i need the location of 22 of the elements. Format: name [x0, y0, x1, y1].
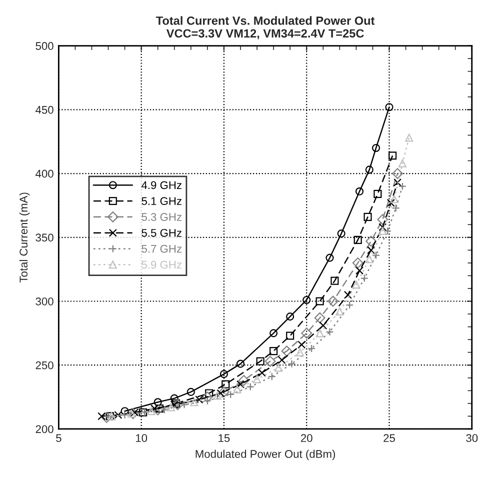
y-tick-label: 300 [36, 298, 54, 306]
y-tick-label: 350 [36, 234, 54, 242]
chart-title: Total Current Vs. Modulated Power Out VCC=3.3V VM12, VM34=2.4V T=25C [156, 16, 375, 40]
legend-label: 5.3 GHz [142, 213, 182, 221]
x-tick-label: 10 [136, 434, 148, 442]
y-tick-label: 400 [36, 170, 54, 178]
y-tick-label: 450 [36, 106, 54, 114]
x-tick-label: 5 [56, 434, 62, 442]
x-axis-title: Modulated Power Out (dBm) [196, 450, 335, 460]
legend-label: 5.9 GHz [142, 260, 182, 269]
x-tick-label: 15 [218, 434, 230, 442]
y-tick-label: 200 [36, 425, 54, 434]
legend-label: 5.7 GHz [142, 244, 182, 253]
x-tick-label: 25 [384, 434, 395, 442]
y-tick-label: 500 [36, 42, 54, 50]
y-axis-title: Total Current (mA) [19, 192, 30, 283]
legend-label: 5.5 GHz [142, 228, 182, 237]
y-tick-label: 250 [36, 361, 54, 370]
legend-label: 4.9 GHz [142, 181, 182, 190]
legend-label: 5.1 GHz [142, 197, 182, 205]
x-tick-label: 20 [300, 434, 312, 442]
x-tick-label: 30 [466, 434, 478, 442]
